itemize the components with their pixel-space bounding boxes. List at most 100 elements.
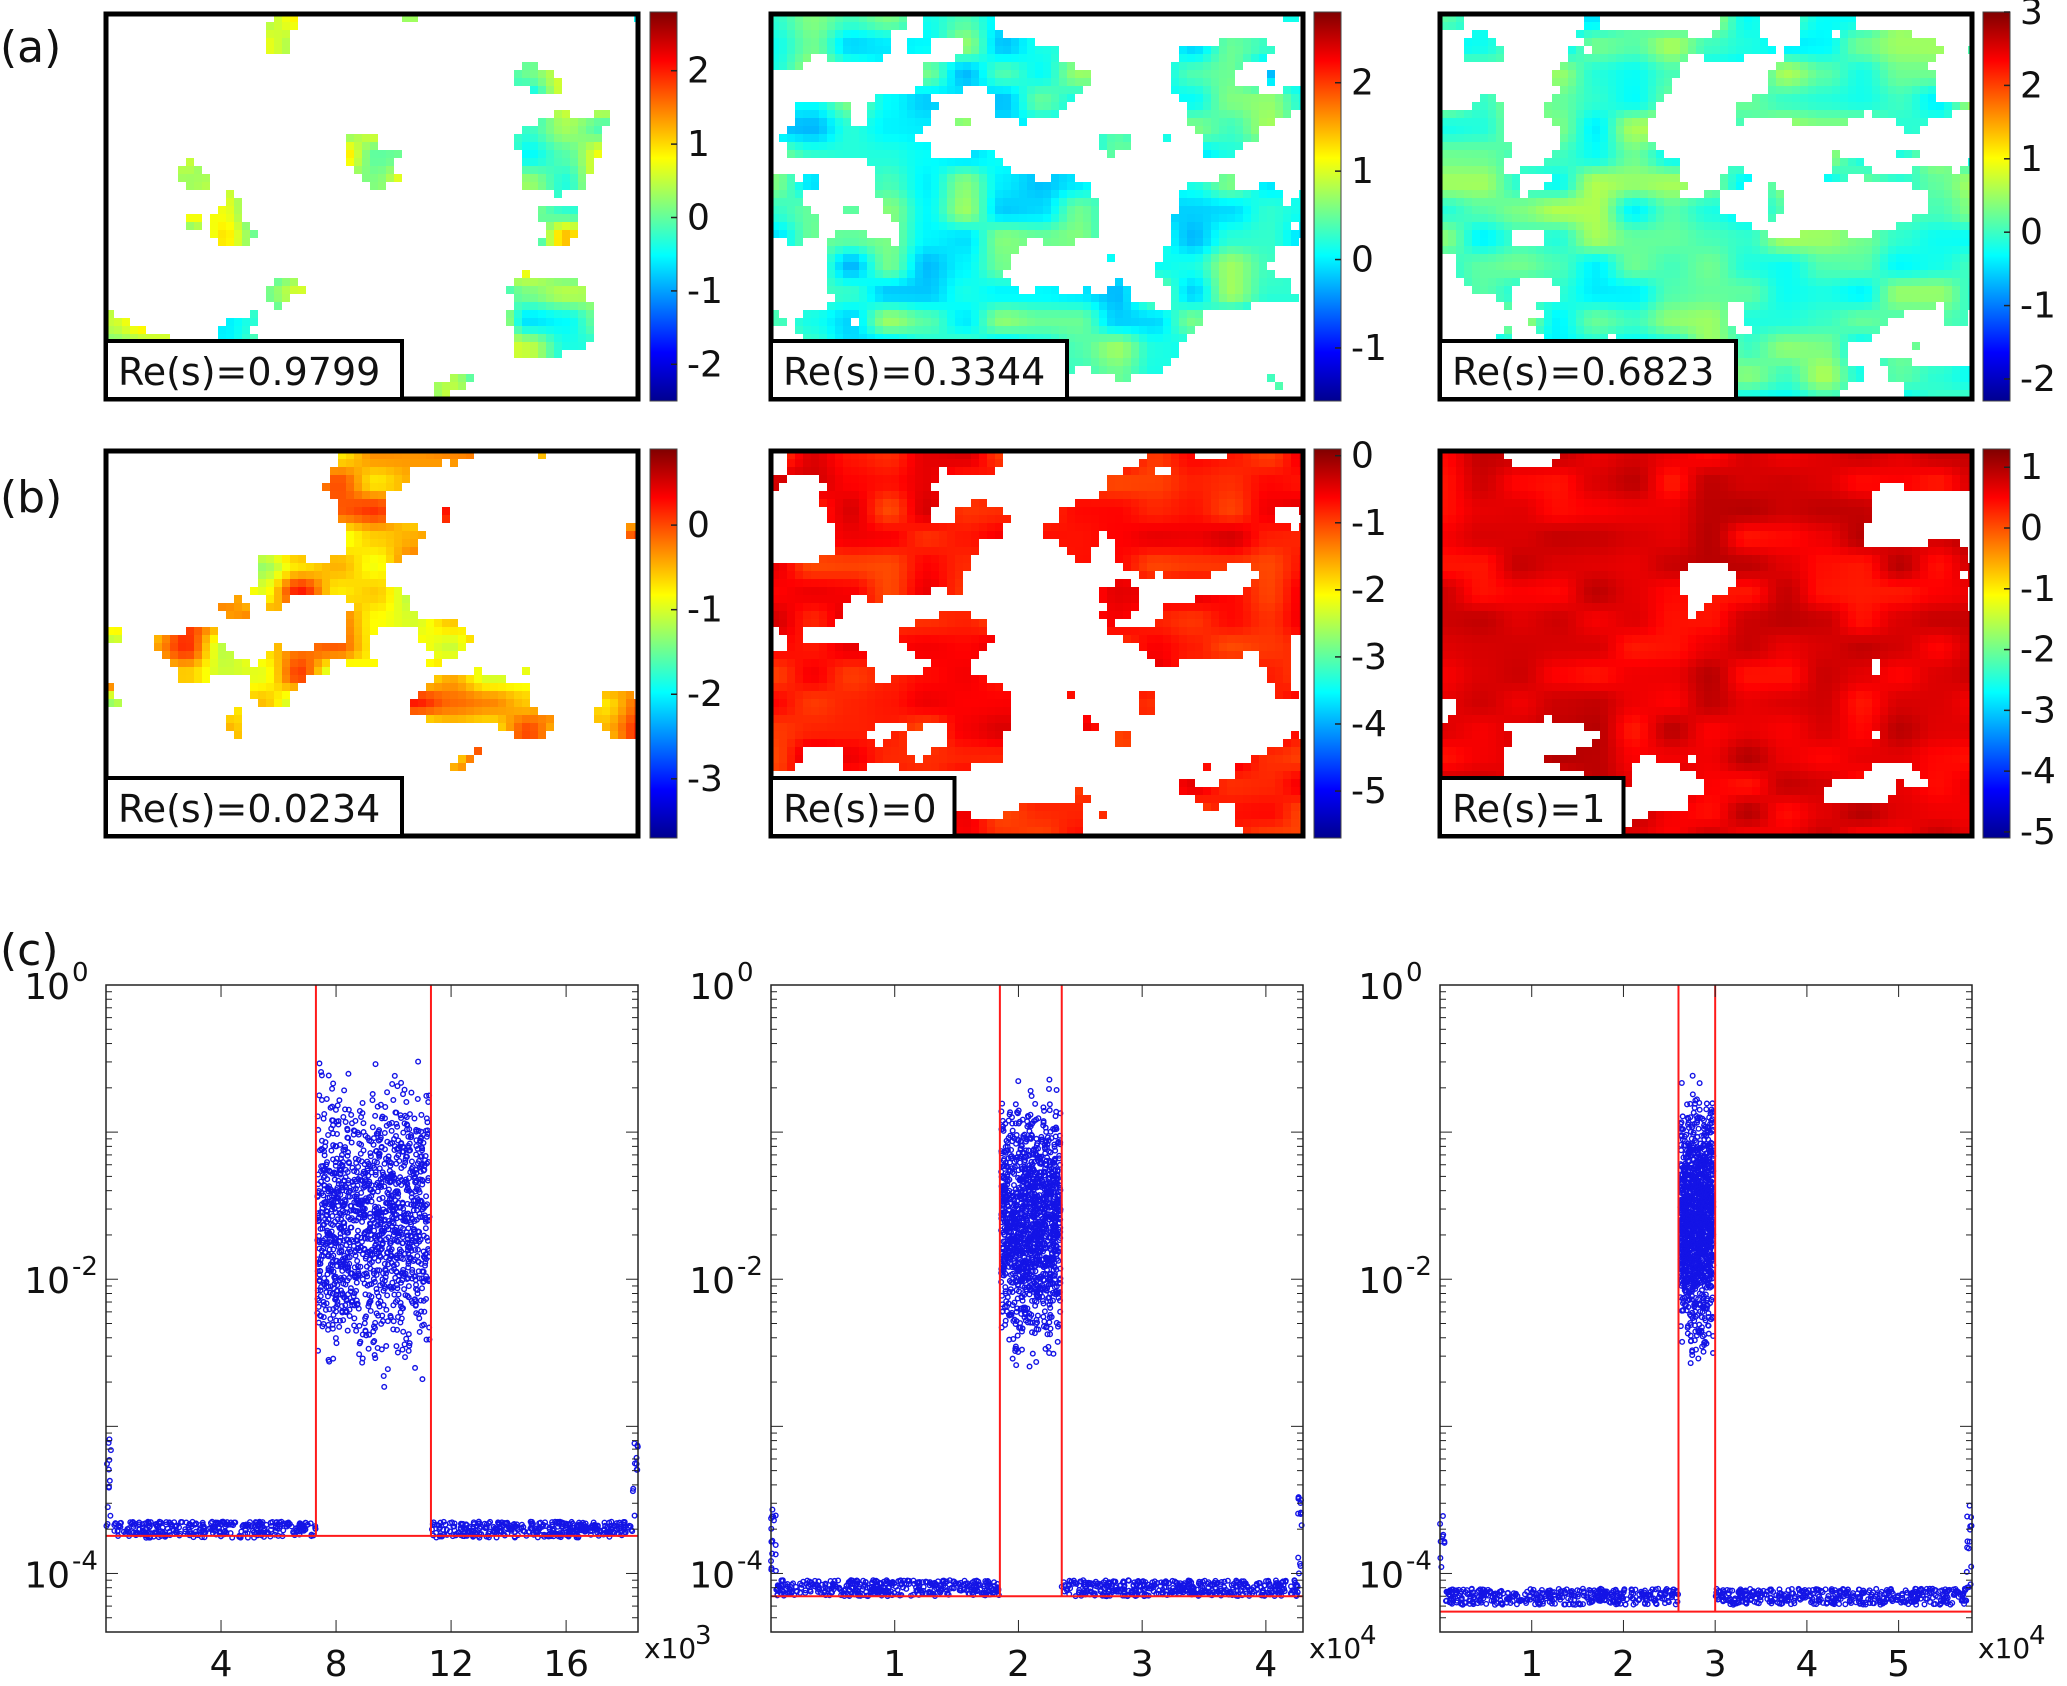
- heatmap-panel-3: Re(s)=0.6823 -2 -1 0 1 2 3: [1437, 0, 2056, 402]
- annotation-text: Re(s)=0: [783, 787, 937, 831]
- colorbar-tick-label: -1: [1351, 328, 1387, 369]
- x-multiplier-exponent: 3: [695, 1621, 712, 1651]
- x-multiplier-exponent: 4: [1360, 1621, 1377, 1651]
- colorbar-tick-label: -1: [2020, 569, 2056, 610]
- y-tick-label: 10: [1358, 1261, 1404, 1302]
- colorbar-tick-label: 2: [687, 51, 710, 92]
- x-tick-label: 12: [428, 1644, 474, 1685]
- x-tick-label: 4: [1795, 1644, 1818, 1685]
- x-tick-label: 1: [883, 1644, 906, 1685]
- scatter-points: [768, 1076, 1305, 1600]
- heatmap-frame: [1437, 448, 1975, 839]
- plot-area: [771, 985, 1303, 1632]
- x-multiplier: x10: [1978, 1632, 2030, 1665]
- colorbar-tick-label: 2: [1351, 63, 1374, 104]
- colorbar-gradient: [649, 448, 678, 839]
- colorbar-tick-label: 0: [2020, 212, 2043, 253]
- annotation-box: [104, 339, 404, 401]
- heatmap-grid: Re(s)=0.9799 -2-1012Re(s)=0.3344-1012Re(s…: [103, 0, 2056, 853]
- y-tick-exponent: -4: [737, 1546, 763, 1576]
- heatmap-field: [771, 14, 1303, 399]
- colorbar-tick-label: -2: [687, 344, 723, 385]
- x-multiplier: x10: [644, 1632, 696, 1665]
- x-tick-label: 3: [1704, 1644, 1727, 1685]
- colorbar-gradient: [1982, 448, 2011, 839]
- panel-label-c: (c): [0, 925, 59, 976]
- colorbar-tick-label: 0: [1351, 436, 1374, 477]
- colorbar-3: -2 -1 0 1 2 3: [1982, 0, 2056, 402]
- colorbar-tick-label: 0: [1351, 240, 1374, 281]
- x-tick-label: 2: [1007, 1644, 1030, 1685]
- x-tick-label: 8: [325, 1644, 348, 1685]
- colorbar-tick-label: 0: [2020, 508, 2043, 549]
- colorbar-tick-label: -1: [687, 590, 723, 631]
- colorbar-tick-label: 1: [1351, 151, 1374, 192]
- y-tick-label: 10: [689, 1555, 735, 1596]
- colorbar-gradient: [1313, 448, 1342, 839]
- colorbar-4: -3 -2 -1 0: [649, 448, 723, 839]
- colorbar-tick-label: -1: [2020, 286, 2056, 327]
- colorbar-1: -2 -1 0 1 2: [649, 11, 723, 402]
- annotation-box: [104, 776, 404, 838]
- colorbar-6: -5 -4 -3 -2 -1 0 1: [1982, 447, 2056, 853]
- annotation-text: Re(s)=0.9799: [118, 350, 380, 394]
- colorbar-tick-label: -3: [2020, 690, 2056, 731]
- y-tick-label: 10: [24, 967, 70, 1008]
- heatmap-panel-1: Re(s)=0.9799 -2 -1 0 1 2: [103, 11, 723, 402]
- x-tick-label: 4: [1254, 1644, 1277, 1685]
- y-tick-exponent: -2: [72, 1252, 98, 1282]
- y-tick-label: 10: [24, 1555, 70, 1596]
- x-multiplier: x10: [1309, 1632, 1361, 1665]
- colorbar-gradient: [1313, 11, 1342, 402]
- y-tick-exponent: 0: [737, 958, 754, 988]
- colorbar-tick-label: -5: [2020, 812, 2056, 853]
- annotation-text: Re(s)=0.6823: [1452, 350, 1714, 394]
- colorbar-tick-label: -4: [1351, 704, 1387, 745]
- annotation-text: Re(s)=0.3344: [783, 350, 1045, 394]
- colorbar-tick-label: -3: [687, 759, 723, 800]
- annotation-box: [1438, 776, 1626, 838]
- y-tick-exponent: -2: [1406, 1252, 1432, 1282]
- y-tick-label: 10: [689, 967, 735, 1008]
- colorbar-tick-label: -2: [2020, 359, 2056, 400]
- x-tick-label: 16: [543, 1644, 589, 1685]
- colorbar-tick-label: 1: [2020, 447, 2043, 488]
- axes-frame: [1439, 984, 1973, 1633]
- heatmap-panel-2: Re(s)=0.3344 -1 0 1 2: [768, 11, 1387, 402]
- y-tick-label: 10: [1358, 1555, 1404, 1596]
- scatter-points: [103, 1058, 641, 1541]
- x-tick-label: 3: [1131, 1644, 1154, 1685]
- y-tick-exponent: -4: [72, 1546, 98, 1576]
- axes-frame: [105, 984, 639, 1633]
- colorbar-tick-label: -2: [687, 674, 723, 715]
- y-tick-exponent: -2: [737, 1252, 763, 1282]
- colorbar-gradient: [649, 11, 678, 402]
- panel-label-a: (a): [0, 22, 61, 73]
- x-tick-label: 1: [1520, 1644, 1543, 1685]
- colorbar-tick-label: -1: [687, 271, 723, 312]
- heatmap-field: [106, 451, 638, 771]
- annotation-box: [769, 776, 957, 838]
- y-tick-exponent: -4: [1406, 1546, 1432, 1576]
- y-tick-exponent: 0: [1406, 958, 1423, 988]
- colorbar-tick-label: 0: [687, 505, 710, 546]
- colorbar-2: -1 0 1 2: [1313, 11, 1387, 402]
- heatmap-field: [771, 451, 1303, 836]
- heatmap-panel-5: Re(s)=0 -5 -4 -3 -2 -1 0: [768, 436, 1387, 839]
- x-tick-label: 4: [210, 1644, 233, 1685]
- annotation-box: [769, 339, 1069, 401]
- annotation-text: Re(s)=1: [1452, 787, 1606, 831]
- colorbar-gradient: [1982, 11, 2011, 402]
- heatmap-panel-4: Re(s)=0.0234 -3 -2 -1 0: [103, 448, 723, 839]
- y-tick-label: 10: [689, 1261, 735, 1302]
- colorbar-tick-label: -4: [2020, 751, 2056, 792]
- x-multiplier-exponent: 4: [2029, 1621, 2046, 1651]
- colorbar-5: -5 -4 -3 -2 -1 0: [1313, 436, 1387, 839]
- heatmap-panel-6: Re(s)=1 -5 -4 -3 -2 -1 0 1: [1437, 447, 2056, 853]
- colorbar-tick-label: -2: [2020, 630, 2056, 671]
- colorbar-tick-label: 1: [2020, 139, 2043, 180]
